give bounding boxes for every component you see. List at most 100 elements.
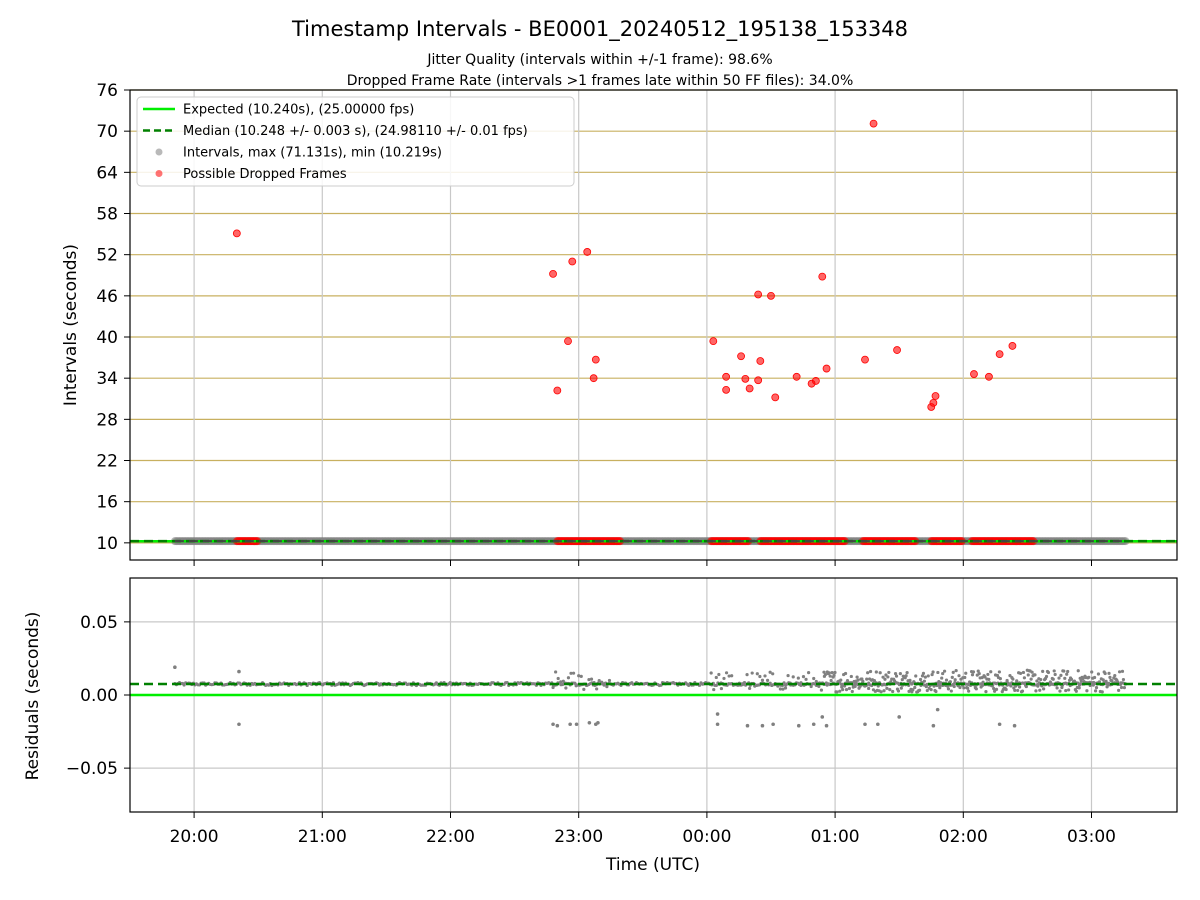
residual-point	[783, 686, 788, 690]
residual-point	[879, 690, 883, 694]
residual-point	[597, 679, 601, 683]
residual-point	[938, 686, 942, 690]
residual-point	[970, 673, 975, 677]
residual-point	[932, 684, 936, 688]
residual-point	[801, 675, 806, 679]
residual-point	[1020, 689, 1025, 693]
residual-point	[843, 671, 848, 676]
residual-point	[551, 685, 555, 690]
residual-point	[589, 677, 594, 681]
residual-point	[607, 678, 612, 683]
residual-point	[948, 680, 952, 684]
residual-point	[730, 674, 734, 678]
dropped-frame-point	[792, 372, 801, 381]
residual-point	[786, 673, 790, 678]
residual-point	[880, 683, 884, 687]
residual-point	[1022, 676, 1027, 680]
residual-point	[908, 678, 912, 682]
residual-point	[1018, 671, 1023, 676]
residual-point	[819, 688, 824, 692]
residual-point	[950, 675, 954, 679]
residual-point	[714, 675, 718, 680]
residual-point	[953, 678, 957, 682]
residual-outlier	[931, 723, 936, 728]
dropped-frame-point	[1008, 342, 1017, 350]
residual-point	[1103, 671, 1107, 676]
residual-point	[554, 670, 558, 674]
residual-point	[782, 681, 786, 685]
residual-point	[840, 685, 844, 689]
residual-point	[771, 672, 775, 676]
residual-point	[1117, 670, 1122, 674]
residual-outlier	[596, 720, 600, 725]
residual-outlier	[715, 712, 720, 716]
dropped-frame-point	[589, 374, 598, 383]
residual-point	[894, 674, 899, 678]
residual-point	[1120, 669, 1125, 673]
top-y-axis-label: Intervals (seconds)	[61, 244, 81, 406]
residual-point	[1085, 689, 1089, 693]
legend-entry-label: Expected (10.240s), (25.00000 fps)	[183, 103, 414, 118]
dropped-frame-point	[232, 229, 241, 238]
residual-point	[839, 678, 843, 682]
residual-point	[1094, 686, 1099, 690]
residual-point	[1096, 672, 1101, 676]
residual-point	[889, 680, 893, 684]
residual-point	[1093, 689, 1098, 693]
residual-point	[940, 676, 944, 680]
residual-point	[980, 676, 984, 680]
residual-point	[977, 672, 981, 676]
residual-point	[853, 684, 857, 689]
residual-point	[753, 684, 757, 688]
residual-point	[1059, 673, 1063, 677]
residual-point	[1065, 672, 1069, 676]
residual-point	[827, 671, 831, 675]
residual-point	[1036, 684, 1040, 688]
residual-outlier	[1012, 723, 1017, 728]
residual-point	[1062, 669, 1066, 673]
residual-point	[579, 674, 583, 678]
dropped-frame-point	[811, 377, 820, 385]
top-y-tick-label: 46	[96, 287, 118, 307]
residual-point	[984, 690, 988, 694]
residual-point	[917, 688, 922, 692]
residual-point	[921, 671, 926, 675]
residual-point	[954, 669, 958, 673]
residual-point	[1055, 686, 1059, 690]
residual-point	[812, 676, 816, 681]
residual-point	[913, 685, 917, 690]
residual-point	[886, 675, 890, 679]
chart-title: Timestamp Intervals - BE0001_20240512_19…	[291, 17, 908, 42]
bottom-plot-frame	[129, 577, 1178, 813]
residual-point	[1113, 673, 1117, 678]
residual-point	[872, 679, 877, 683]
residual-point	[1076, 669, 1080, 673]
dropped-frame-point	[893, 346, 901, 354]
residual-point	[564, 686, 568, 690]
residual-point	[904, 674, 908, 678]
dropped-frame-point	[709, 337, 718, 346]
residual-point	[1049, 682, 1053, 686]
residual-point	[1117, 688, 1121, 692]
residual-point	[850, 689, 854, 694]
residual-point	[941, 671, 945, 676]
residual-point	[748, 686, 752, 691]
residual-point	[799, 683, 803, 687]
residual-point	[722, 676, 726, 681]
residual-point	[1064, 688, 1068, 693]
residual-point	[878, 671, 882, 675]
residual-point	[898, 672, 902, 676]
residual-point	[934, 689, 938, 694]
top-y-tick-label: 52	[96, 246, 118, 266]
residual-point	[1057, 676, 1061, 680]
residual-outlier	[173, 665, 177, 670]
residual-point	[926, 674, 930, 678]
residual-point	[974, 687, 978, 691]
residual-point	[892, 679, 897, 683]
residual-point	[1046, 670, 1051, 675]
residual-point	[829, 678, 833, 683]
residual-point	[796, 676, 800, 680]
residual-point	[994, 687, 999, 691]
residual-point	[868, 669, 873, 674]
residual-outlier	[237, 669, 241, 674]
